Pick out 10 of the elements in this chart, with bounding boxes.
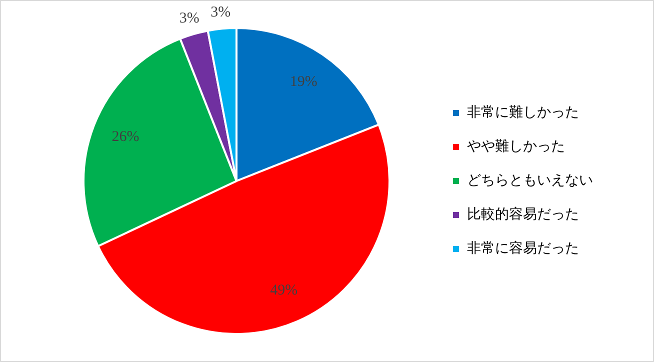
legend-label: やや難しかった bbox=[467, 138, 565, 155]
data-label: 3% bbox=[210, 4, 231, 21]
legend-label: どちらともいえない bbox=[467, 172, 593, 189]
data-label: 3% bbox=[179, 10, 200, 27]
legend-label: 比較的容易だった bbox=[467, 206, 579, 223]
data-label: 26% bbox=[112, 129, 140, 146]
legend-label: 非常に容易だった bbox=[467, 240, 579, 257]
legend-label: 非常に難しかった bbox=[467, 104, 579, 121]
data-label: 49% bbox=[270, 282, 298, 298]
data-label: 19% bbox=[290, 74, 318, 90]
